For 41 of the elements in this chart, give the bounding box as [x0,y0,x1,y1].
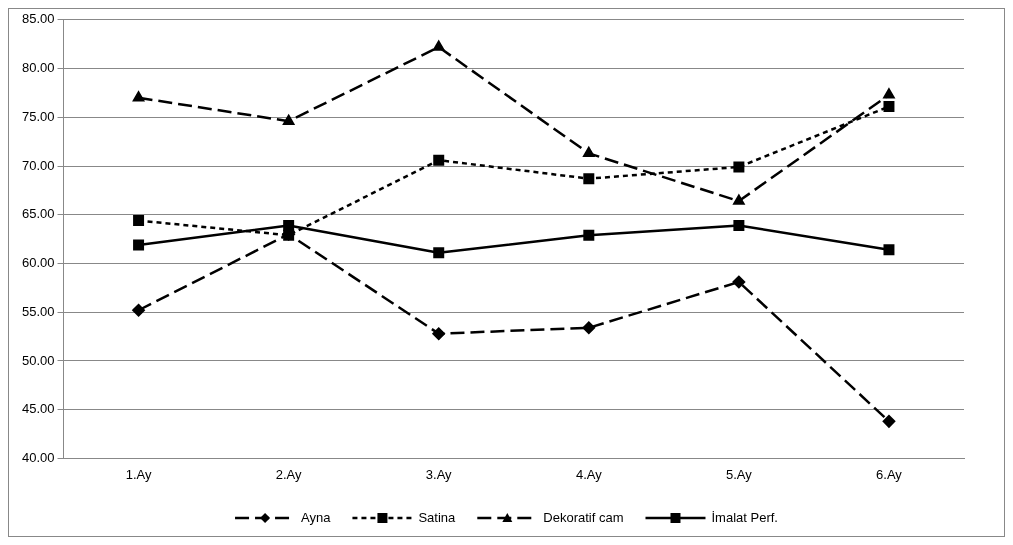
legend-label: Ayna [301,509,332,525]
x-tick-label: 3.Ay [425,466,453,482]
point [733,194,745,205]
x-tick-label: 2.Ay [275,466,303,482]
legend-label: İmalat Perf. [711,509,778,525]
point [133,215,145,227]
point [432,327,445,340]
y-tick-label: 45.00 [21,401,55,417]
y-tick-label: 80.00 [21,60,55,76]
legend-label: Satina [418,509,457,525]
x-tick-label: 5.Ay [725,466,753,482]
point [433,247,445,259]
x-tick-label: 6.Ay [876,466,903,482]
point [133,239,145,251]
y-tick-label: 50.00 [21,352,55,368]
point [283,219,295,231]
point [132,304,145,317]
y-tick-label: 70.00 [21,157,55,173]
y-tick-label: 75.00 [21,108,55,124]
point [132,91,145,102]
point [883,244,895,256]
point [733,219,745,231]
point [732,275,746,289]
point [733,161,745,173]
point [583,229,595,241]
point [582,321,596,335]
point [433,40,445,51]
y-tick-label: 40.00 [21,449,55,465]
point [882,415,896,428]
y-tick-label: 60.00 [21,255,55,271]
x-tick-label: 1.Ay [125,466,152,482]
legend-label: Dekoratif cam [543,509,624,525]
y-tick-label: 65.00 [21,206,55,222]
point [883,88,895,99]
x-tick-label: 4.Ay [575,466,603,482]
y-tick-label: 55.00 [21,303,55,319]
point [433,154,445,166]
point [883,101,895,113]
point [283,114,295,125]
point [583,173,595,185]
y-tick-label: 85.00 [21,11,55,27]
